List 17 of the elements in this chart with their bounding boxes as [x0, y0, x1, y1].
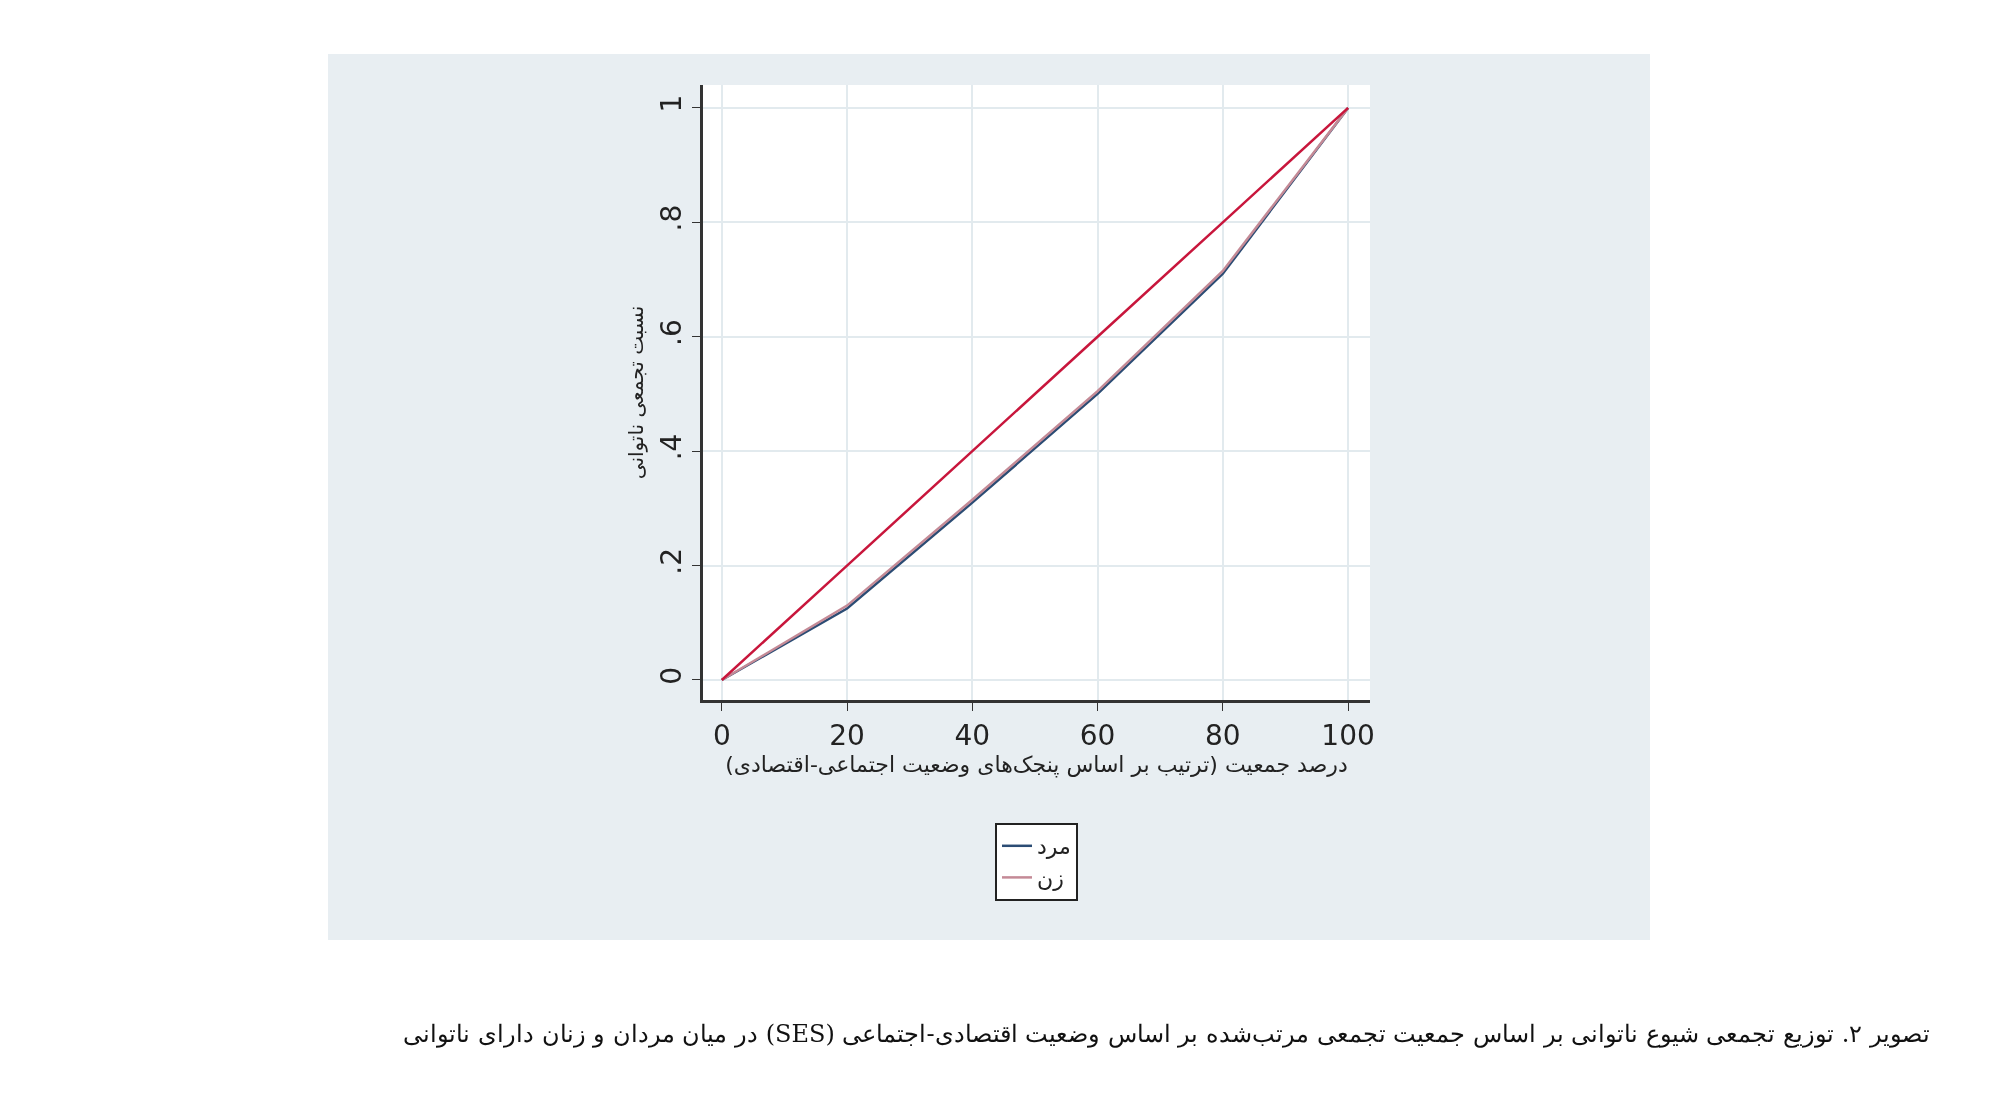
- y-tick-label: .2: [654, 548, 688, 575]
- y-tick-label: .6: [654, 319, 688, 346]
- x-tick-label: 40: [954, 718, 991, 752]
- y-tick-label: .4: [654, 433, 688, 461]
- legend-label: مرد: [1037, 834, 1071, 860]
- x-axis-title: درصد جمعیت (ترتیب بر اساس پنجک‌های وضعیت اجتماعی-اقتصادی): [725, 751, 1348, 778]
- y-axis-title: نسبت تجمعی ناتوانی: [624, 305, 649, 480]
- x-tick-label: 60: [1079, 718, 1116, 752]
- x-tick-label: 100: [1321, 718, 1375, 752]
- text: تصویر ۲. توزیع تجمعی شیوع ناتوانی بر اساس جمعیت تجمعی مرتب‌شده بر اساس وضعیت اقتصادی-اجتماعی (SES) در میان مردان و زنان دارای ناتوانی: [402, 1020, 1930, 1048]
- y-tick-label: 0: [654, 666, 688, 685]
- legend-label: زن: [1037, 865, 1064, 891]
- x-tick-label: 0: [712, 718, 731, 752]
- y-tick-label: 1: [654, 94, 688, 113]
- y-tick-label: .8: [654, 204, 688, 232]
- x-tick-label: 80: [1205, 718, 1241, 752]
- x-tick-label: 20: [829, 718, 865, 752]
